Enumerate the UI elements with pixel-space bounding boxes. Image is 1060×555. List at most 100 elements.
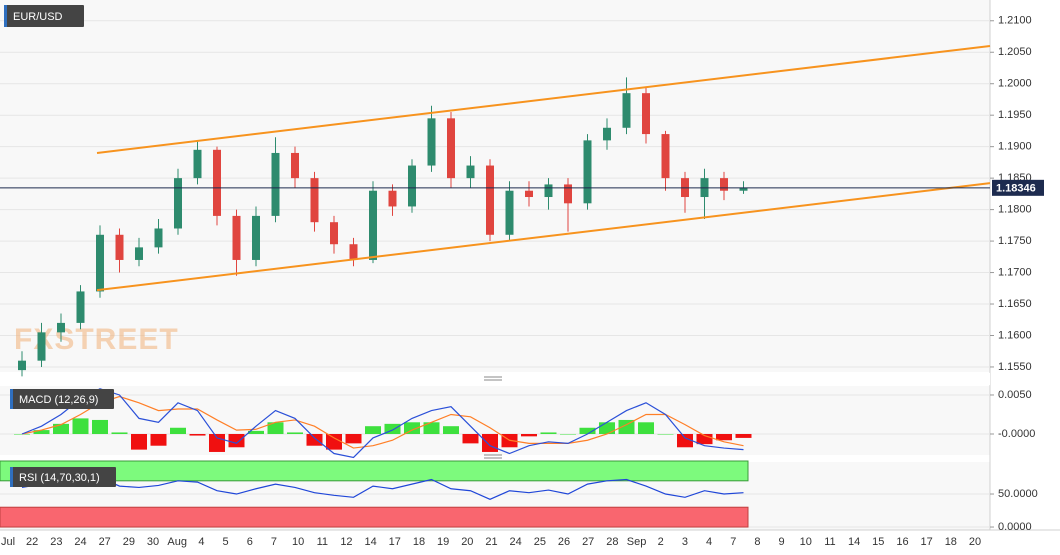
candle-body	[174, 178, 182, 229]
candle-body	[96, 234, 104, 292]
panel-title: RSI (14,70,30,1)	[19, 472, 100, 484]
panel-title-accent	[10, 389, 13, 409]
histogram-bar	[150, 434, 167, 446]
x-tick-label: 5	[223, 536, 229, 548]
y-tick-label: 1.1550	[998, 361, 1032, 373]
x-tick-label: 8	[754, 536, 760, 548]
macd-line	[21, 388, 744, 459]
histogram-bar	[267, 422, 284, 435]
histogram-bar	[33, 430, 50, 435]
x-tick-label: 14	[365, 536, 377, 548]
candle-body	[369, 190, 377, 260]
panel-title-box	[4, 5, 84, 27]
x-tick-label: 12	[340, 536, 352, 548]
candle-body	[661, 134, 670, 179]
x-tick-label: 11	[824, 536, 835, 548]
x-tick-label: 4	[706, 536, 712, 548]
x-tick-label: 7	[730, 536, 736, 548]
x-tick-label: 26	[558, 536, 570, 548]
histogram-bar	[170, 427, 186, 435]
price-plot-bg	[0, 0, 990, 372]
x-tick-label: 17	[921, 536, 933, 548]
x-tick-label: 27	[582, 536, 594, 548]
histogram-bar	[404, 422, 420, 435]
y-tick-label: 1.1650	[998, 298, 1032, 310]
candle-body	[291, 152, 299, 179]
panel-title: MACD (12,26,9)	[19, 394, 98, 406]
x-tick-label: 9	[779, 536, 785, 548]
candle-body	[583, 140, 592, 204]
y-tick-label: 1.1750	[998, 235, 1032, 247]
x-tick-label: 14	[848, 536, 860, 548]
x-tick-label: Jul	[1, 536, 15, 548]
x-tick-label: 27	[99, 536, 111, 548]
y-tick-label: 0.0050	[998, 389, 1032, 401]
histogram-bar	[287, 432, 303, 435]
last-price-label: 1.18346	[996, 183, 1036, 195]
histogram-bar	[696, 434, 713, 445]
x-tick-label: Sep	[627, 536, 647, 548]
y-tick-label: 0.0000	[998, 521, 1032, 533]
histogram-bar	[521, 434, 537, 437]
channel-line	[96, 44, 991, 154]
candle-body	[642, 93, 650, 135]
candle-body	[720, 178, 728, 191]
candle-body	[525, 190, 533, 198]
histogram-bar	[735, 434, 752, 438]
histogram-bar	[72, 418, 89, 435]
candle-body	[135, 247, 143, 260]
candle-body	[18, 360, 26, 371]
y-tick-label: 1.2000	[998, 78, 1032, 90]
candle-body	[213, 149, 221, 216]
x-tick-label: 22	[26, 536, 38, 548]
histogram-bar	[14, 434, 30, 435]
candle-body	[564, 184, 572, 204]
x-tick-label: 24	[510, 536, 522, 548]
x-tick-label: 2	[658, 536, 664, 548]
x-tick-label: 20	[969, 536, 981, 548]
x-tick-label: 18	[413, 536, 425, 548]
histogram-bar	[579, 427, 596, 435]
x-tick-label: 7	[271, 536, 277, 548]
histogram-bar	[638, 422, 654, 435]
candle-body	[232, 215, 241, 260]
histogram-bar	[618, 419, 635, 435]
candle-body	[447, 118, 455, 179]
histogram-bar	[131, 434, 147, 450]
candle-body	[310, 178, 319, 223]
histogram-bar	[482, 434, 498, 452]
x-tick-label: 18	[945, 536, 957, 548]
y-tick-label: 1.1600	[998, 329, 1032, 341]
candle-body	[486, 165, 494, 235]
x-tick-label: 17	[389, 536, 401, 548]
overbought-band	[0, 460, 749, 482]
histogram-bar	[53, 423, 69, 435]
histogram-bar	[384, 423, 401, 435]
x-tick-label: 15	[872, 536, 884, 548]
panel-title-accent	[4, 5, 7, 27]
x-tick-label: 20	[461, 536, 473, 548]
histogram-bar	[443, 426, 459, 435]
histogram-bar	[423, 422, 440, 435]
x-tick-label: 11	[317, 536, 328, 548]
candle-body	[252, 215, 260, 260]
panel-title-box	[10, 467, 116, 487]
x-tick-label: 28	[606, 536, 618, 548]
x-tick-label: 4	[198, 536, 204, 548]
candle-body	[349, 244, 358, 260]
histogram-bar	[306, 434, 323, 446]
histogram-bar	[189, 434, 206, 436]
candle-body	[271, 152, 280, 216]
candle-body	[739, 187, 748, 191]
candle-body	[76, 291, 85, 323]
histogram-bar	[345, 434, 362, 444]
histogram-bar	[92, 419, 108, 435]
x-tick-label: 25	[534, 536, 546, 548]
histogram-bar	[599, 422, 615, 435]
panel-title-box	[10, 389, 114, 409]
candle-body	[408, 165, 416, 207]
candle-body	[57, 322, 65, 333]
y-tick-label: -0.0000	[998, 428, 1035, 440]
panel-title-accent	[10, 467, 13, 487]
